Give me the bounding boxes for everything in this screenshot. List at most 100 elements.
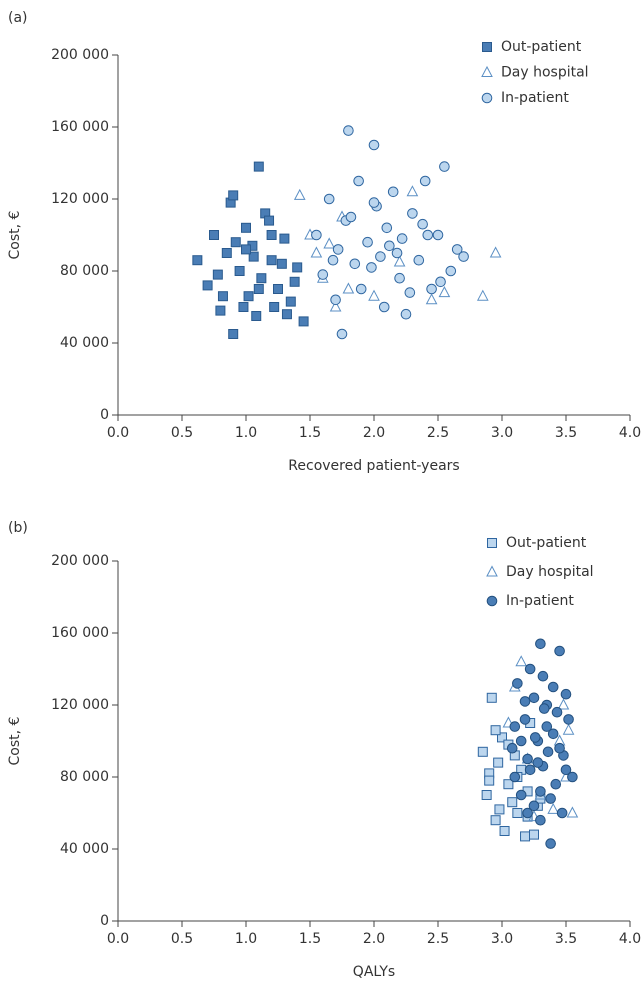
y-tick-label: 160 000 (51, 119, 109, 135)
x-tick-label: 1.5 (299, 425, 321, 441)
triangle-marker (293, 188, 306, 200)
triangle-marker (489, 246, 502, 258)
circle-marker (353, 175, 364, 187)
triangle-marker (393, 255, 406, 267)
x-tick-label: 1.0 (235, 425, 257, 441)
square-marker (289, 276, 300, 287)
square-marker (494, 804, 505, 815)
y-axis-label: Cost, € (7, 717, 23, 766)
square-marker (512, 808, 523, 818)
circle-marker (560, 764, 572, 776)
circle-marker (435, 276, 446, 288)
triangle-marker (310, 246, 323, 258)
legend-marker (487, 538, 497, 548)
circle-marker (515, 735, 527, 747)
triangle-marker (502, 716, 515, 728)
square-marker (503, 779, 514, 790)
square-marker (266, 230, 277, 240)
legend-label: In-patient (506, 593, 574, 609)
x-tick-label: 2.0 (363, 931, 385, 947)
square-marker (298, 316, 309, 327)
circle-marker (362, 236, 373, 248)
square-marker (266, 255, 277, 266)
x-tick-label: 0.5 (171, 931, 193, 947)
circle-marker (327, 254, 339, 266)
square-marker (228, 329, 239, 339)
triangle-marker (476, 289, 489, 301)
circle-marker (537, 670, 549, 682)
square-marker (221, 248, 232, 258)
y-tick-label: 80 000 (60, 769, 109, 785)
circle-marker (545, 838, 556, 849)
square-marker (269, 302, 280, 312)
circle-marker (509, 771, 521, 783)
circle-marker (535, 638, 546, 650)
triangle-marker (425, 293, 438, 305)
square-marker (281, 309, 292, 320)
circle-marker (528, 692, 540, 704)
circle-marker (519, 696, 531, 707)
legend-marker (481, 92, 493, 104)
square-marker (499, 826, 510, 836)
triangle-marker (406, 185, 419, 197)
square-marker (273, 284, 283, 294)
triangle-marker (515, 655, 528, 667)
square-marker (241, 244, 251, 255)
circle-marker (522, 753, 533, 765)
circle-marker (413, 254, 425, 266)
legend-label: Out-patient (501, 39, 582, 55)
circle-marker (529, 732, 541, 743)
legend-marker (482, 42, 492, 52)
circle-marker (323, 193, 335, 205)
square-marker (497, 732, 507, 743)
x-axis-label: Recovered patient-years (288, 458, 459, 474)
circle-marker (396, 233, 408, 244)
circle-marker (336, 328, 348, 340)
x-tick-label: 0.0 (107, 425, 129, 441)
circle-marker (556, 807, 568, 819)
circle-marker (391, 247, 403, 259)
square-marker (228, 190, 239, 201)
legend-marker (486, 565, 498, 577)
y-tick-label: 80 000 (60, 263, 109, 279)
circle-marker (451, 244, 463, 255)
circle-marker (512, 678, 523, 689)
square-marker (477, 746, 488, 757)
circle-marker (547, 681, 559, 693)
circle-marker (378, 301, 390, 313)
square-marker (490, 815, 501, 826)
y-tick-label: 0 (100, 913, 109, 929)
triangle-marker (557, 698, 570, 710)
circle-marker (417, 218, 428, 230)
x-tick-label: 2.5 (427, 931, 449, 947)
legend-label: In-patient (501, 90, 569, 106)
square-marker (493, 757, 504, 768)
circle-marker (381, 222, 393, 234)
circle-marker (554, 645, 565, 657)
circle-marker (394, 272, 405, 284)
circle-marker (345, 211, 357, 223)
circle-marker (528, 800, 540, 812)
y-tick-label: 160 000 (51, 625, 109, 641)
square-marker (192, 255, 203, 266)
square-marker (253, 284, 264, 294)
y-tick-label: 40 000 (60, 841, 109, 857)
legend-label: Day hospital (501, 65, 589, 81)
y-axis-label: Cost, € (7, 211, 23, 260)
square-marker (253, 161, 264, 172)
square-marker (243, 291, 254, 302)
circle-marker (426, 283, 437, 295)
circle-marker (509, 721, 521, 732)
circle-marker (368, 139, 380, 151)
circle-marker (545, 793, 556, 804)
y-tick-label: 200 000 (51, 553, 109, 569)
triangle-marker (547, 802, 560, 814)
square-marker (484, 775, 495, 786)
square-marker (264, 215, 275, 226)
square-marker (202, 280, 213, 291)
circle-marker (535, 814, 546, 826)
x-tick-label: 3.0 (491, 425, 513, 441)
square-marker (217, 291, 228, 302)
x-tick-label: 2.5 (427, 425, 449, 441)
